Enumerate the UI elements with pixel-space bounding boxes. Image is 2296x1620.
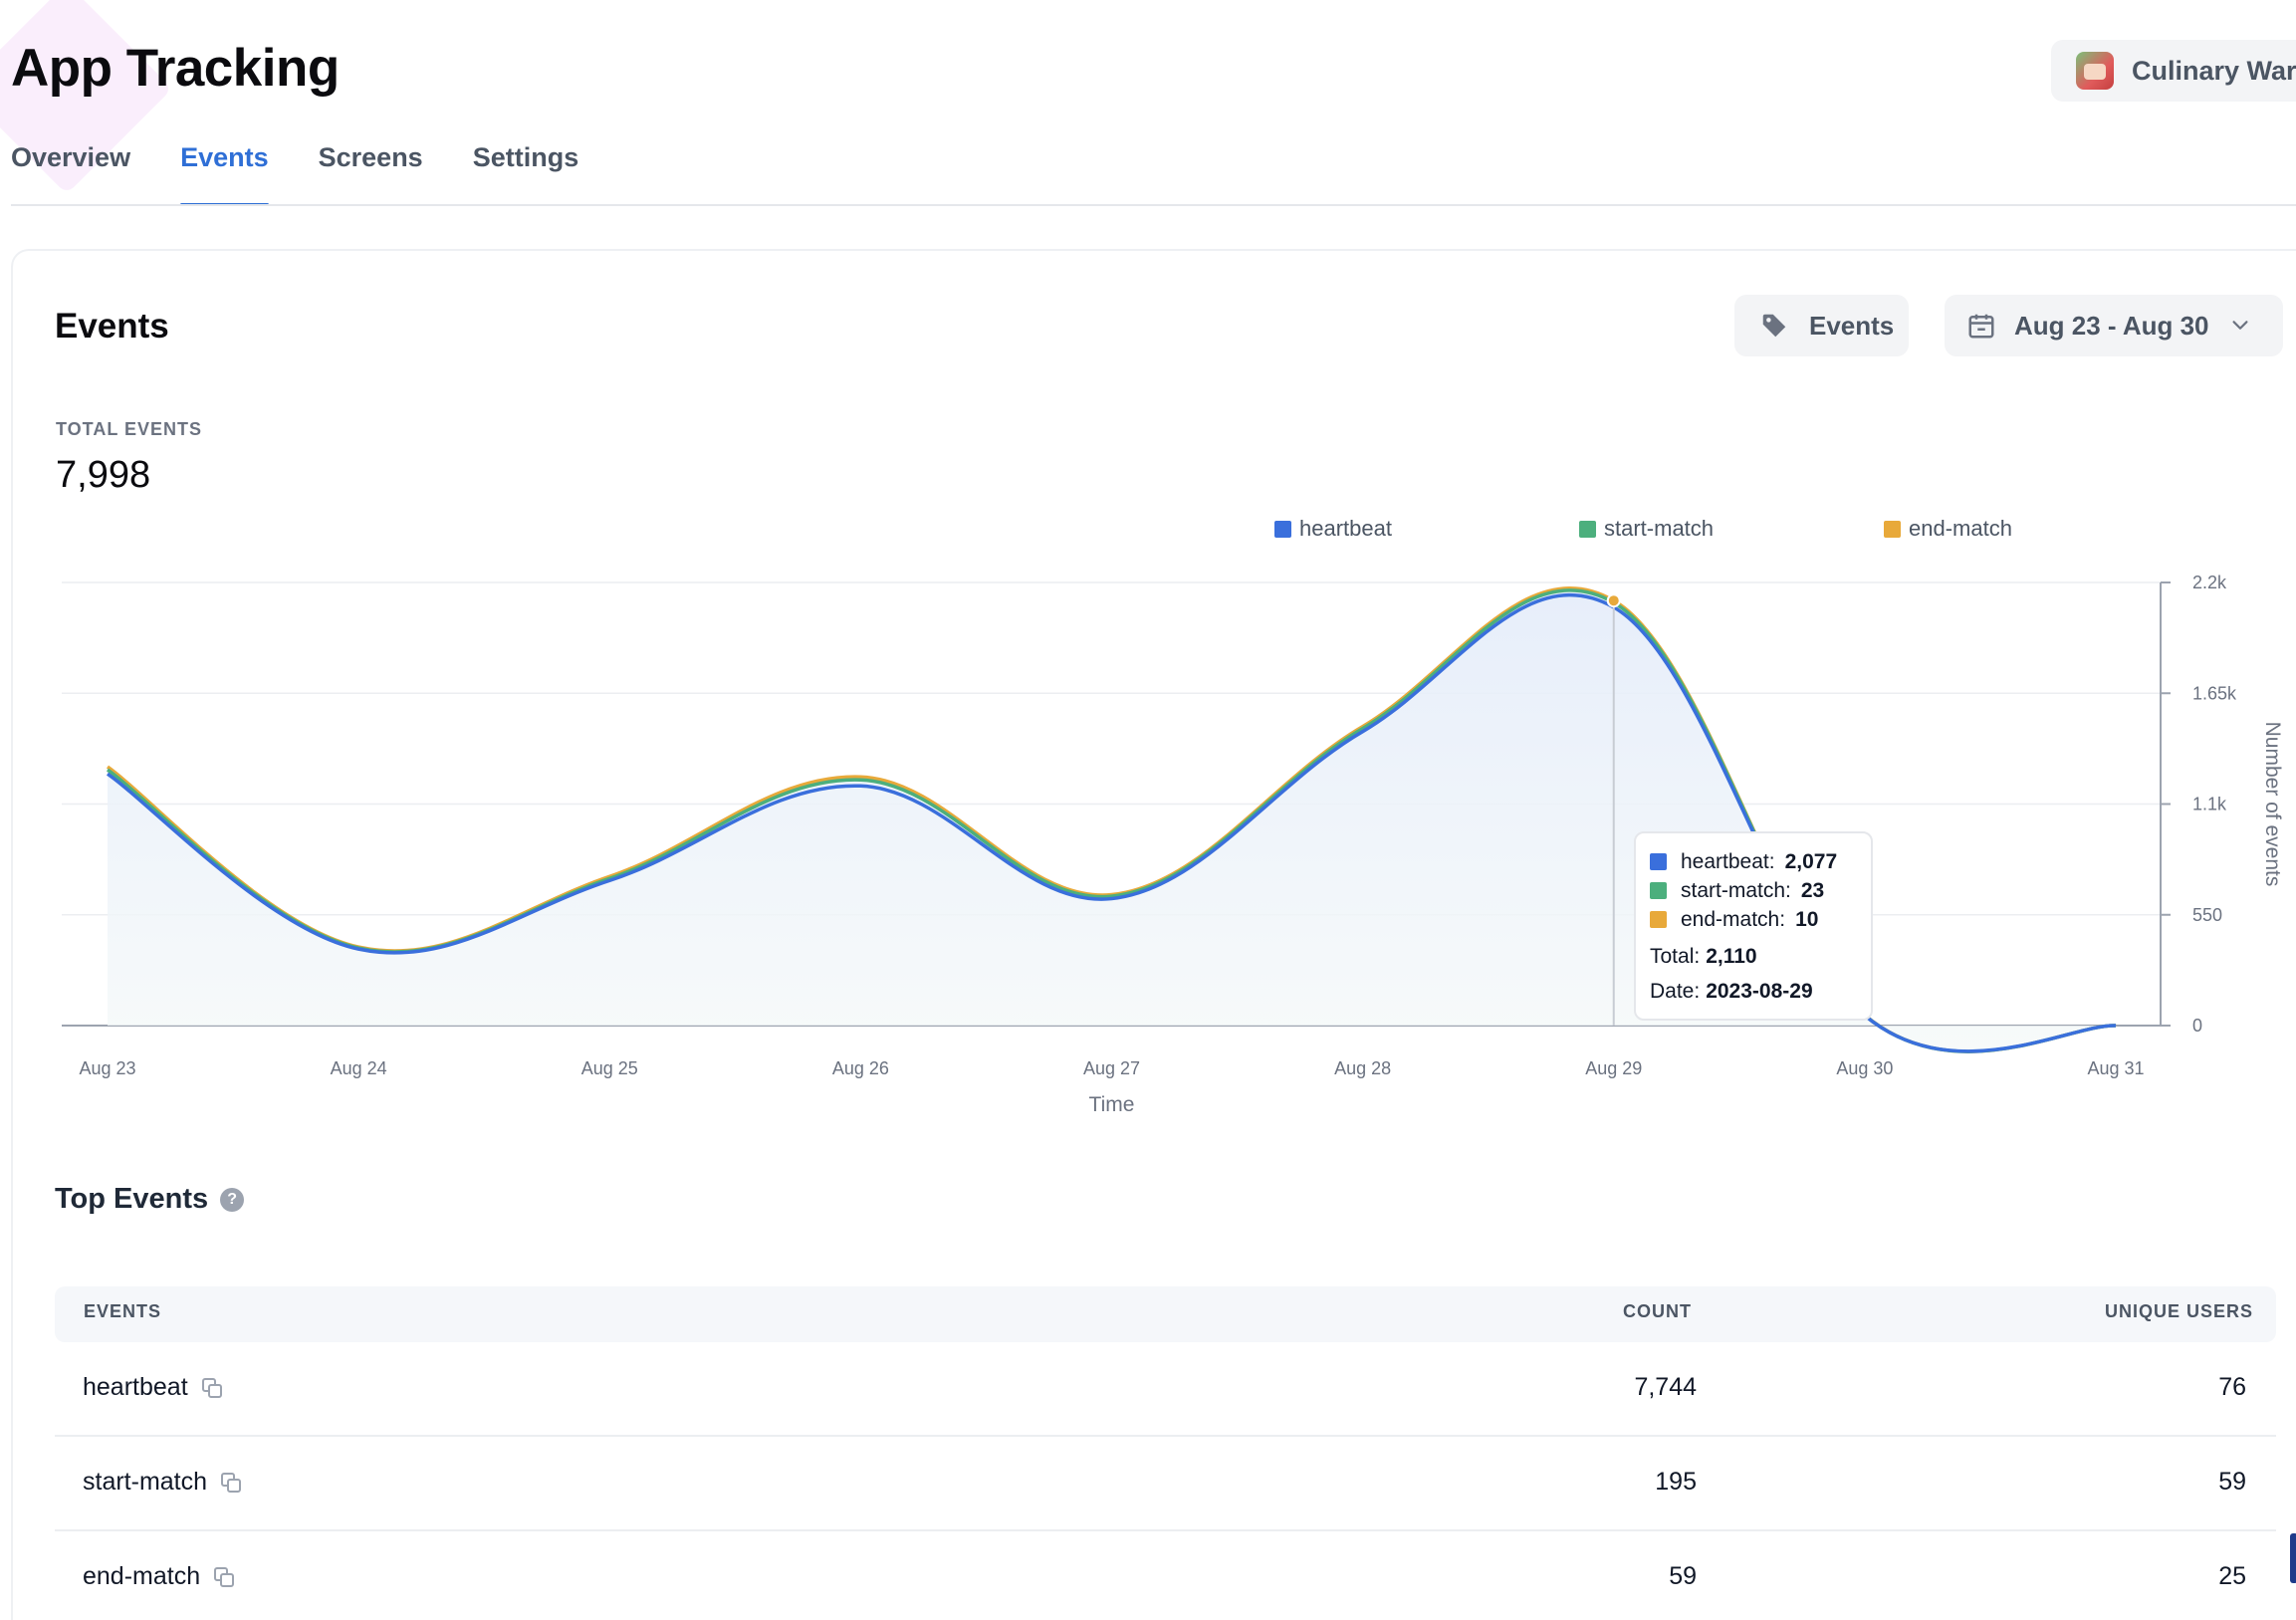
tooltip-series-value: 10 [1795, 907, 1819, 931]
legend-swatch [1274, 520, 1291, 538]
x-tick-label: Aug 31 [2087, 1058, 2144, 1078]
x-tick-label: Aug 27 [1083, 1058, 1140, 1078]
top-events-title-text: Top Events [55, 1183, 209, 1215]
date-range-label: Aug 23 - Aug 30 [2014, 310, 2209, 341]
event-name-cell: heartbeat [83, 1373, 224, 1402]
legend-item-end-match[interactable]: end-match [1884, 516, 2012, 542]
x-tick-label: Aug 30 [1836, 1058, 1893, 1078]
legend-label: end-match [1909, 516, 2012, 541]
copy-icon[interactable] [200, 1376, 224, 1400]
app-switcher-button[interactable]: Culinary War [2051, 40, 2296, 102]
date-range-button[interactable]: Aug 23 - Aug 30 [1945, 295, 2283, 356]
hover-point [1606, 593, 1621, 608]
tooltip-series-name: heartbeat: [1681, 849, 1775, 873]
tooltip-total-label: Total: [1650, 945, 1701, 968]
copy-icon[interactable] [219, 1471, 243, 1495]
y-tick-label: 550 [2192, 905, 2222, 925]
x-tick-label: Aug 23 [79, 1058, 135, 1078]
x-axis-title: Time [1089, 1093, 1135, 1116]
tooltip-row-start-match: start-match: 23 [1650, 876, 1857, 905]
top-events-title: Top Events ? [55, 1183, 245, 1216]
event-unique-users: 76 [2218, 1373, 2246, 1401]
total-events-label: TOTAL EVENTS [56, 419, 203, 439]
tooltip-series-name: end-match: [1681, 907, 1786, 931]
legend-swatch [1884, 520, 1901, 538]
events-filter-button[interactable]: Events [1734, 295, 1909, 356]
tab-bar: Overview Events Screens Settings [11, 142, 628, 206]
tooltip-date-label: Date: [1650, 980, 1701, 1003]
legend-label: heartbeat [1299, 516, 1392, 541]
event-count: 59 [1669, 1562, 1697, 1590]
chart-tooltip: heartbeat: 2,077 start-match: 23 end-mat… [1634, 831, 1873, 1021]
calendar-icon [1968, 314, 1994, 339]
tooltip-date-value: 2023-08-29 [1706, 980, 1813, 1003]
tooltip-row-end-match: end-match: 10 [1650, 905, 1857, 934]
event-count: 7,744 [1634, 1373, 1697, 1401]
tooltip-swatch [1650, 853, 1667, 870]
event-name: start-match [83, 1468, 208, 1496]
tooltip-row-heartbeat: heartbeat: 2,077 [1650, 847, 1857, 876]
total-events-value: 7,998 [56, 454, 151, 496]
event-unique-users: 59 [2218, 1468, 2246, 1496]
table-row[interactable]: end-match 59 25 [55, 1532, 2276, 1620]
legend-item-heartbeat[interactable]: heartbeat [1274, 516, 1392, 542]
tab-screens[interactable]: Screens [318, 142, 423, 172]
x-tick-label: Aug 24 [331, 1058, 387, 1078]
tooltip-series-value: 2,077 [1784, 849, 1838, 873]
tab-divider [11, 204, 2296, 206]
tooltip-swatch [1650, 911, 1667, 928]
copy-icon[interactable] [212, 1565, 236, 1589]
event-name: end-match [83, 1562, 201, 1590]
y-tick-label: 1.65k [2192, 683, 2237, 703]
tooltip-total-value: 2,110 [1706, 945, 1757, 968]
tooltip-series-name: start-match: [1681, 878, 1791, 902]
app-avatar-icon [2076, 52, 2114, 90]
legend-swatch [1579, 520, 1596, 538]
column-header-unique-users[interactable]: UNIQUE USERS [2105, 1301, 2254, 1321]
y-tick-label: 1.1k [2192, 795, 2227, 814]
tab-settings[interactable]: Settings [472, 142, 579, 172]
help-icon[interactable]: ? [220, 1187, 245, 1212]
event-name-cell: start-match [83, 1468, 243, 1497]
tooltip-series-value: 23 [1800, 878, 1825, 902]
event-unique-users: 25 [2218, 1562, 2246, 1590]
event-name-cell: end-match [83, 1562, 236, 1591]
tooltip-total: Total: 2,110 [1650, 940, 1857, 974]
event-count: 195 [1655, 1468, 1697, 1496]
y-tick-label: 0 [2192, 1016, 2202, 1036]
column-header-events[interactable]: EVENTS [84, 1301, 162, 1321]
y-axis-title: Number of events [2261, 722, 2284, 887]
event-name: heartbeat [83, 1373, 188, 1401]
tab-overview[interactable]: Overview [11, 142, 131, 172]
x-tick-label: Aug 28 [1334, 1058, 1391, 1078]
app-name: Culinary War [2132, 55, 2296, 86]
table-row[interactable]: start-match 195 59 [55, 1438, 2276, 1531]
tooltip-date: Date: 2023-08-29 [1650, 974, 1857, 1010]
page-title: App Tracking [11, 39, 340, 98]
tag-icon [1762, 314, 1786, 338]
x-tick-label: Aug 26 [832, 1058, 889, 1078]
tooltip-swatch [1650, 882, 1667, 899]
card-title: Events [55, 307, 169, 346]
chevron-down-icon [2231, 321, 2248, 330]
column-header-count[interactable]: COUNT [1623, 1301, 1692, 1321]
events-filter-label: Events [1809, 310, 1895, 341]
scrollbar-thumb[interactable] [2290, 1533, 2296, 1583]
y-tick-label: 2.2k [2192, 573, 2227, 592]
table-header [55, 1286, 2276, 1342]
legend-item-start-match[interactable]: start-match [1579, 516, 1714, 542]
legend-label: start-match [1604, 516, 1715, 541]
table-row[interactable]: heartbeat 7,744 76 [55, 1343, 2276, 1437]
x-tick-label: Aug 25 [581, 1058, 638, 1078]
x-tick-label: Aug 29 [1585, 1058, 1642, 1078]
